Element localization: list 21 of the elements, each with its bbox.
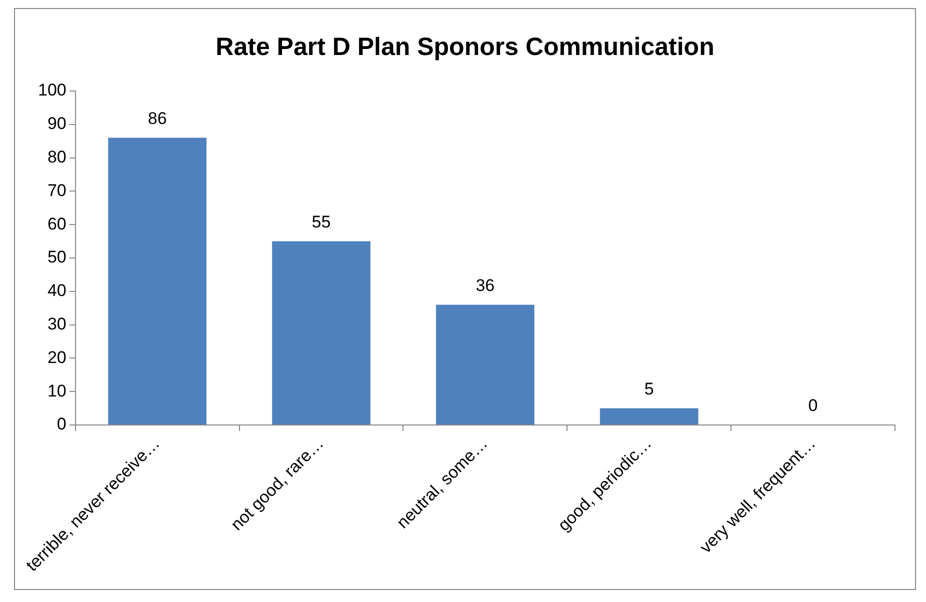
- y-tick-label: 100: [38, 80, 66, 100]
- data-label: 86: [148, 108, 167, 128]
- y-tick-label: 20: [47, 348, 66, 367]
- y-tick-label: 70: [47, 180, 66, 200]
- y-tick-label: 40: [47, 281, 66, 300]
- chart-title: Rate Part D Plan Sponors Communication: [216, 32, 714, 61]
- data-label: 36: [476, 276, 495, 295]
- y-tick-label: 50: [47, 248, 66, 267]
- bar: [600, 408, 698, 424]
- data-label: 0: [808, 396, 818, 416]
- data-label: 55: [312, 212, 331, 232]
- y-tick-label: 10: [47, 381, 66, 400]
- y-tick-label: 0: [56, 414, 66, 434]
- bar: [108, 138, 207, 424]
- y-tick-label: 90: [47, 114, 66, 134]
- bar: [436, 304, 534, 424]
- y-tick-label: 30: [47, 314, 66, 334]
- y-tick-label: 60: [47, 214, 66, 234]
- data-label: 5: [644, 379, 654, 398]
- y-tick-label: 80: [47, 147, 66, 166]
- bar: [272, 241, 370, 424]
